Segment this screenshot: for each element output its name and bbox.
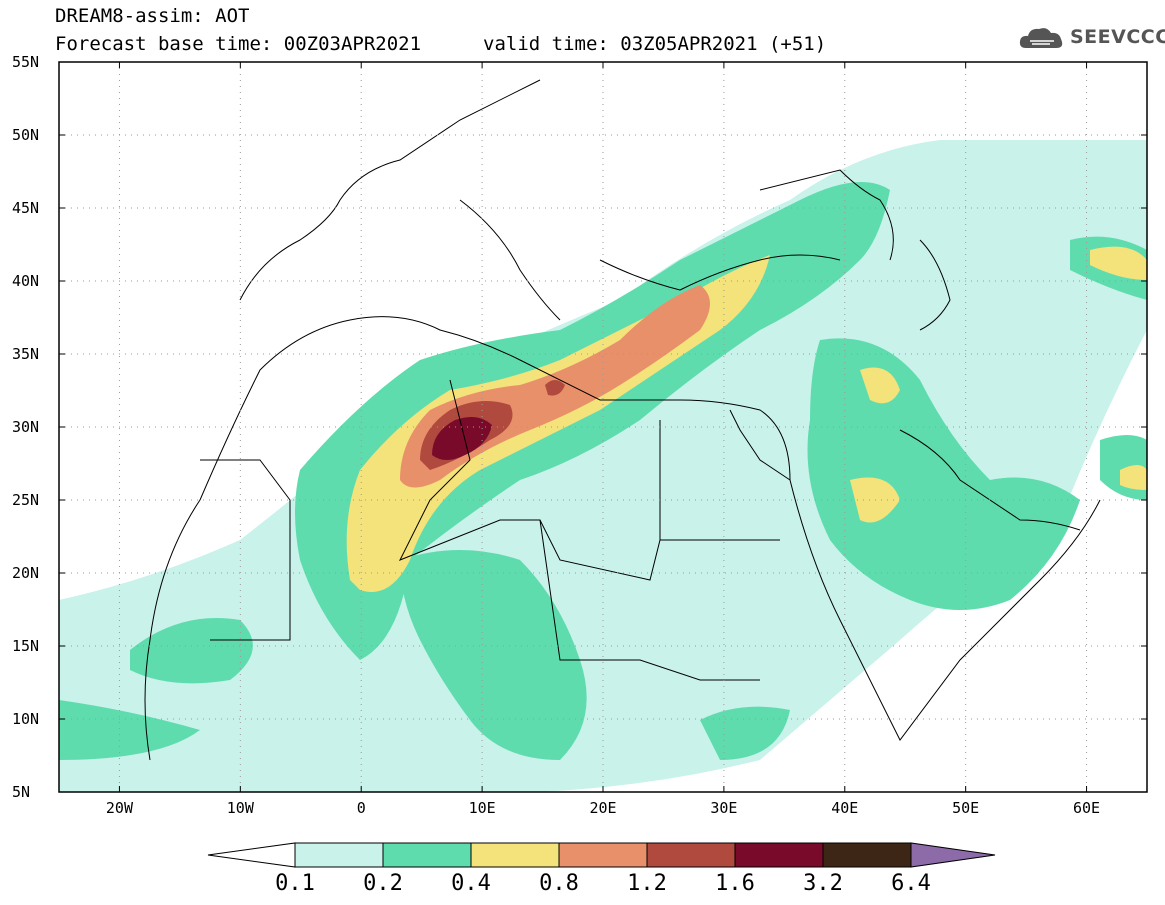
colorbar-bin — [646, 842, 736, 868]
lat-label: 10N — [12, 710, 40, 728]
lon-label: 20E — [589, 799, 617, 817]
lon-label: 50E — [952, 799, 980, 817]
colorbar-bin — [470, 842, 560, 868]
lon-label: 60E — [1073, 799, 1101, 817]
lon-label: 30E — [710, 799, 738, 817]
lat-label: 15N — [12, 637, 40, 655]
lat-label: 55N — [12, 53, 40, 71]
cloud-icon — [1019, 28, 1063, 48]
lon-label: 10E — [468, 799, 496, 817]
colorbar-bin — [734, 842, 824, 868]
colorbar-level-label: 6.4 — [891, 871, 931, 896]
colorbar — [207, 842, 996, 868]
lat-label: 25N — [12, 491, 40, 509]
colorbar-level-label: 1.6 — [715, 871, 755, 896]
lat-label: 5N — [12, 783, 31, 801]
colorbar-level-label: 0.4 — [451, 871, 491, 896]
lat-label: 35N — [12, 345, 40, 363]
colorbar-bin — [558, 842, 648, 868]
colorbar-level-label: 3.2 — [803, 871, 843, 896]
lon-label: 20W — [105, 799, 133, 817]
colorbar-level-label: 0.2 — [363, 871, 403, 896]
seevccc-logo: SEEVCCC — [1018, 24, 1165, 50]
forecast-base-time: Forecast base time: 00Z03APR2021 — [55, 33, 422, 55]
map-title: DREAM8-assim: AOT — [55, 5, 250, 27]
colorbar-level-label: 0.1 — [275, 871, 315, 896]
colorbar-bin — [294, 842, 384, 868]
lon-label: 40E — [831, 799, 859, 817]
aot-field-1.6 — [432, 416, 492, 460]
lat-label: 45N — [12, 199, 40, 217]
coastlines — [144, 79, 1101, 761]
lon-label: 0 — [356, 799, 366, 817]
lat-label: 50N — [12, 126, 40, 144]
colorbar-high-arrow — [910, 842, 996, 868]
colorbar-level-label: 1.2 — [627, 871, 667, 896]
lat-label: 40N — [12, 272, 40, 290]
valid-time: valid time: 03Z05APR2021 (+51) — [483, 33, 827, 55]
colorbar-level-label: 0.8 — [539, 871, 579, 896]
lat-label: 20N — [12, 564, 40, 582]
lon-label: 10W — [226, 799, 254, 817]
lat-label: 30N — [12, 418, 40, 436]
graticule — [59, 62, 1147, 792]
colorbar-bin — [822, 842, 912, 868]
colorbar-bin — [382, 842, 472, 868]
logo-text: SEEVCCC — [1070, 26, 1165, 48]
colorbar-low-arrow — [207, 842, 296, 868]
